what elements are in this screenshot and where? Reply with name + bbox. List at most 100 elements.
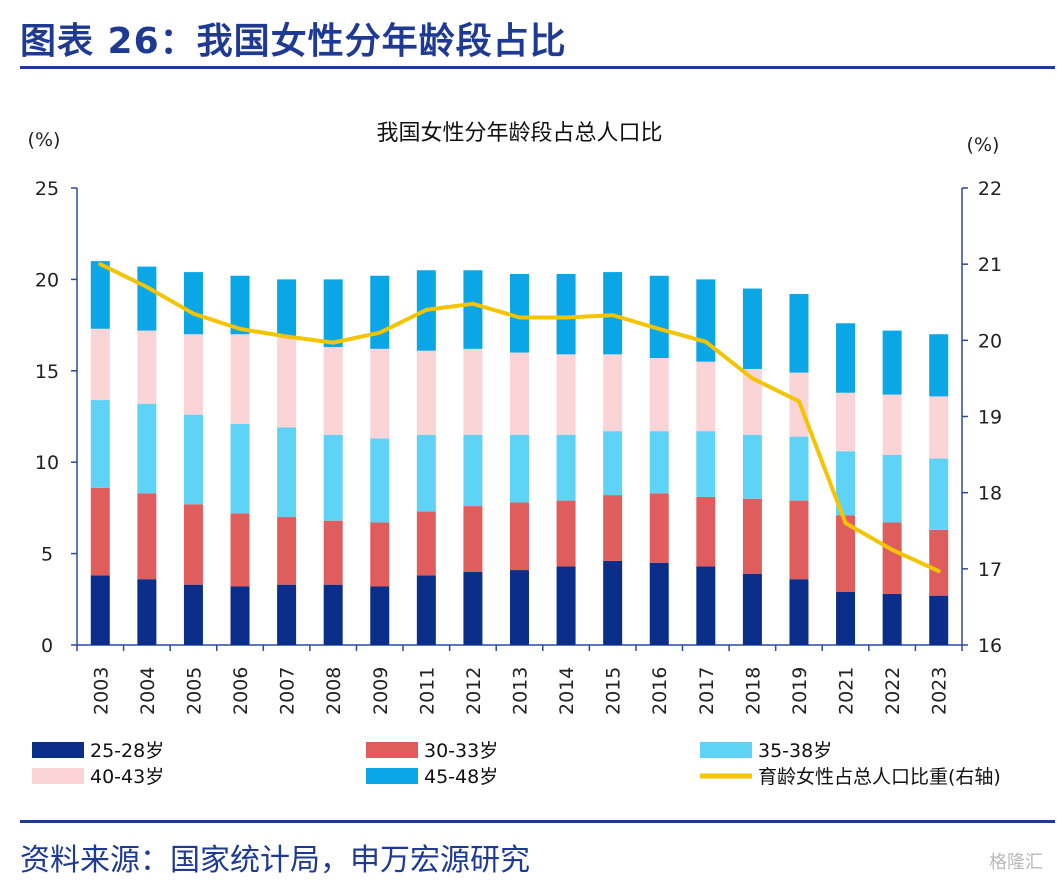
bar-segment — [137, 493, 157, 580]
x-tick-label: 2008 — [323, 667, 345, 715]
x-tick-label: 2023 — [929, 667, 951, 715]
bar-segment — [696, 361, 716, 432]
line-point — [285, 335, 289, 339]
bar-segment — [323, 279, 343, 348]
left-tick-label: 20 — [35, 269, 59, 291]
bar-segment — [649, 275, 669, 359]
right-tick-label: 18 — [978, 483, 1002, 505]
bar-segment — [90, 328, 110, 401]
bar-segment — [882, 522, 902, 594]
bar-segment — [696, 566, 716, 645]
bar-segment — [556, 273, 576, 355]
legend-label: 育龄女性占总人口比重(右轴) — [758, 766, 1001, 788]
right-tick-label: 21 — [978, 254, 1002, 276]
bar-segment — [556, 434, 576, 501]
bar-segment — [556, 500, 576, 567]
left-tick-label: 25 — [35, 178, 59, 200]
bar-segment — [556, 566, 576, 645]
line-point — [471, 302, 475, 306]
bar-segment — [230, 423, 250, 514]
bar-segment — [370, 522, 390, 587]
x-tick-label: 2013 — [510, 667, 532, 715]
line-point — [331, 341, 335, 345]
bar-segment — [510, 502, 529, 571]
line-point — [797, 399, 801, 403]
bar-segment — [277, 279, 297, 337]
bar-segment — [836, 392, 856, 452]
bar-segment — [277, 517, 297, 585]
bar-segment — [183, 334, 203, 415]
bar-segment — [742, 434, 762, 499]
bar-segment — [836, 323, 856, 393]
bar-segment — [323, 520, 343, 585]
bar-segment — [742, 288, 762, 369]
bar-segment — [742, 498, 762, 574]
bar-segment — [416, 434, 436, 512]
bar-segment — [230, 513, 250, 587]
line-point — [424, 308, 428, 312]
bar-segment — [323, 434, 343, 521]
bar-segment — [90, 575, 110, 645]
bar-segment — [603, 560, 623, 645]
line-point — [704, 340, 708, 344]
line-point — [98, 262, 102, 266]
bar-segment — [510, 352, 529, 435]
bar-segment — [929, 334, 949, 397]
legend-label: 40-43岁 — [90, 766, 164, 788]
legend-swatch — [366, 742, 418, 758]
bar-segment — [183, 272, 203, 335]
bar-segment — [463, 348, 483, 435]
bar-segment — [649, 358, 669, 432]
left-tick-label: 10 — [35, 452, 59, 474]
left-tick-label: 5 — [41, 544, 53, 566]
bar-segment — [789, 579, 809, 645]
bar-segment — [603, 431, 623, 496]
line-point — [611, 313, 615, 317]
bar-segment — [929, 396, 949, 459]
bar-segment — [929, 529, 949, 596]
source-note: 资料来源：国家统计局，申万宏源研究 — [20, 843, 530, 878]
legend-label: 35-38岁 — [758, 740, 832, 762]
line-point — [518, 315, 521, 319]
x-tick-label: 2019 — [789, 667, 811, 715]
line-point — [750, 376, 754, 380]
bar-segment — [323, 584, 343, 645]
bar-segment — [277, 336, 297, 428]
bar-segment — [137, 330, 157, 404]
bar-segment — [696, 431, 716, 497]
legend-swatch — [32, 742, 84, 758]
bar-segment — [510, 570, 529, 645]
legend-swatch — [700, 742, 752, 758]
bar-segment — [230, 275, 250, 335]
line-point — [890, 548, 894, 552]
line-point — [844, 521, 848, 525]
bar-segment — [742, 573, 762, 645]
legend-swatch — [32, 768, 84, 784]
bar-segment — [416, 350, 436, 435]
x-tick-label: 2017 — [696, 667, 718, 715]
bar-segment — [183, 414, 203, 505]
x-tick-label: 2014 — [556, 667, 578, 715]
left-axis-unit: (%) — [28, 129, 61, 151]
right-tick-label: 20 — [978, 330, 1002, 352]
bar-segment — [510, 434, 529, 503]
bar-segment — [90, 400, 110, 488]
bar-segment — [323, 347, 343, 435]
bar-segment — [789, 294, 809, 373]
watermark: 格隆汇 — [989, 852, 1043, 873]
chart-title: 我国女性分年龄段占总人口比 — [376, 121, 662, 146]
x-tick-label: 2022 — [882, 667, 904, 715]
line-point — [238, 327, 242, 331]
bar-segment — [137, 579, 157, 645]
bar-segment — [603, 354, 623, 432]
x-tick-label: 2015 — [603, 667, 625, 715]
bar-segment — [510, 273, 529, 353]
bar-segment — [929, 458, 949, 530]
legend-label: 30-33岁 — [424, 740, 498, 762]
line-point — [937, 569, 941, 573]
chart: 我国女性分年龄段占总人口比(%) (%)051015202516171819202… — [28, 121, 1003, 788]
bar-segment — [463, 506, 483, 572]
bar-segment — [416, 575, 436, 645]
bar-segment — [882, 394, 902, 455]
bar-segment — [836, 515, 856, 592]
